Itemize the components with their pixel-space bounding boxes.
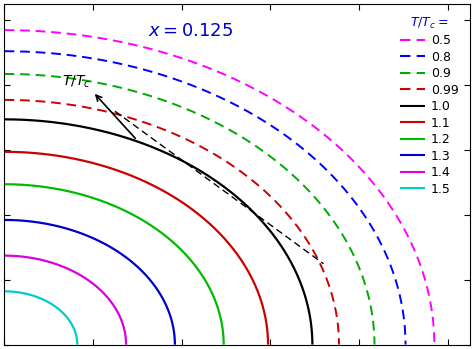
Legend: 0.5, 0.8, 0.9, 0.99, 1.0, 1.1, 1.2, 1.3, 1.4, 1.5: 0.5, 0.8, 0.9, 0.99, 1.0, 1.1, 1.2, 1.3,…: [394, 10, 464, 201]
Text: $T/T_c$: $T/T_c$: [62, 73, 91, 90]
Text: $x = 0.125$: $x = 0.125$: [148, 22, 233, 40]
